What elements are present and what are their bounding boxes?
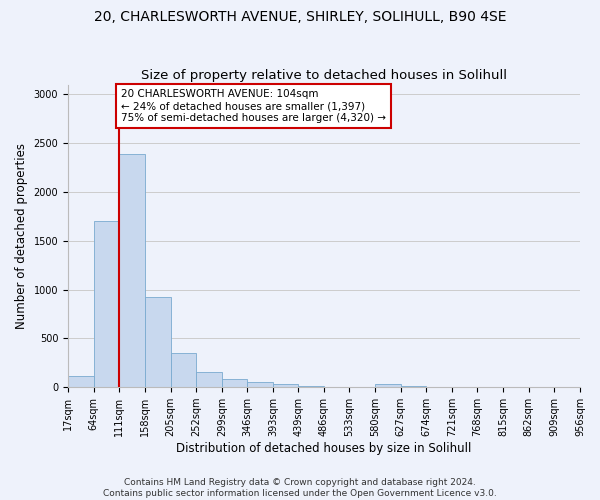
Bar: [145, 298, 170, 387]
Bar: [298, 386, 324, 387]
Bar: [94, 221, 119, 387]
X-axis label: Distribution of detached houses by size in Solihull: Distribution of detached houses by size …: [176, 442, 472, 455]
Bar: [119, 154, 145, 387]
Bar: [375, 384, 401, 387]
Text: 20, CHARLESWORTH AVENUE, SHIRLEY, SOLIHULL, B90 4SE: 20, CHARLESWORTH AVENUE, SHIRLEY, SOLIHU…: [94, 10, 506, 24]
Title: Size of property relative to detached houses in Solihull: Size of property relative to detached ho…: [141, 69, 507, 82]
Bar: [170, 353, 196, 387]
Y-axis label: Number of detached properties: Number of detached properties: [15, 143, 28, 329]
Bar: [222, 380, 247, 387]
Bar: [68, 376, 94, 387]
Bar: [196, 372, 222, 387]
Bar: [401, 386, 426, 387]
Bar: [247, 382, 273, 387]
Bar: [273, 384, 298, 387]
Text: 20 CHARLESWORTH AVENUE: 104sqm
← 24% of detached houses are smaller (1,397)
75% : 20 CHARLESWORTH AVENUE: 104sqm ← 24% of …: [121, 90, 386, 122]
Text: Contains HM Land Registry data © Crown copyright and database right 2024.
Contai: Contains HM Land Registry data © Crown c…: [103, 478, 497, 498]
